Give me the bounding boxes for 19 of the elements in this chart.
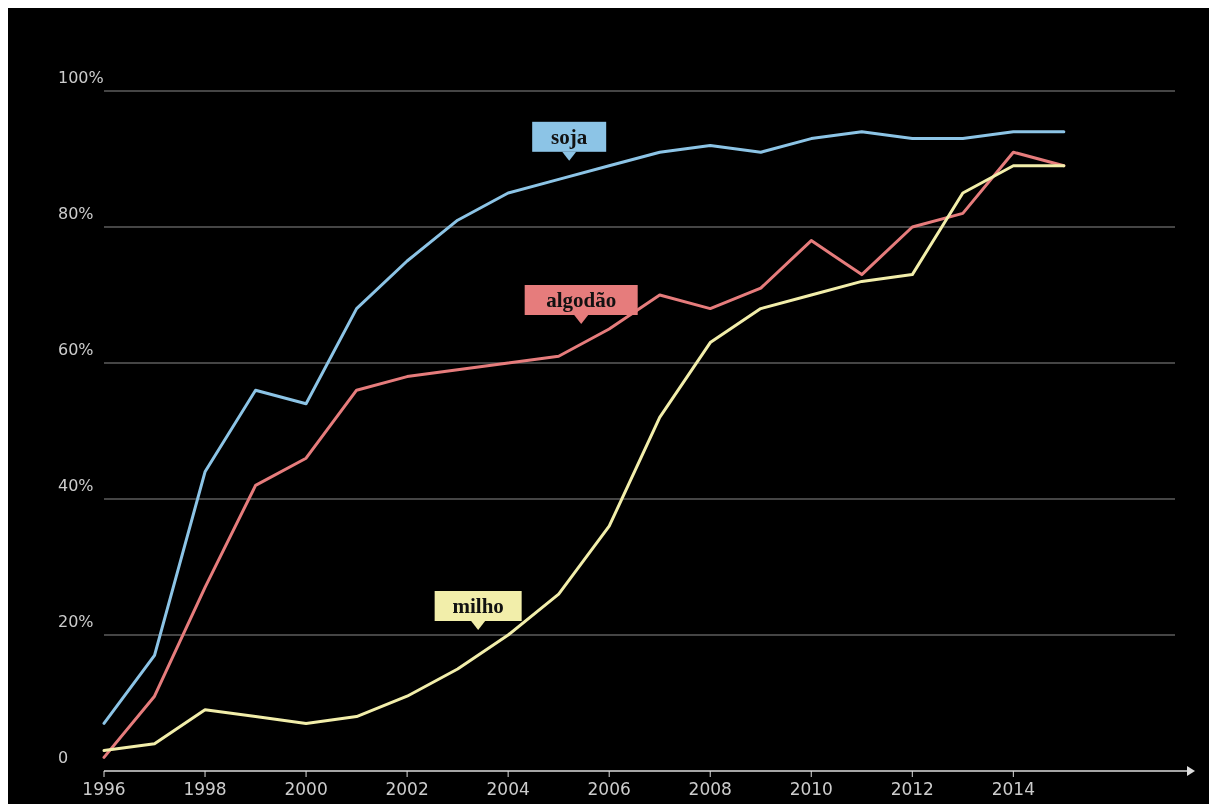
x-tick-label: 2000 (284, 779, 328, 799)
x-tick-label: 2008 (688, 779, 732, 799)
x-tick-label: 2006 (587, 779, 631, 799)
y-tick-label: 40% (58, 476, 94, 495)
y-tick-label: 20% (58, 612, 94, 631)
y-tick-label: 0 (58, 748, 69, 767)
y-tick-label: 80% (58, 204, 94, 223)
series-label: soja (551, 124, 588, 149)
series-label: algodão (546, 288, 617, 312)
y-tick-label: 100% (58, 68, 104, 87)
x-tick-label: 2002 (385, 779, 429, 799)
x-tick-label: 2012 (890, 779, 934, 799)
series-label: milho (452, 594, 504, 618)
x-tick-label: 2014 (991, 779, 1035, 799)
x-tick-label: 2004 (486, 779, 530, 799)
x-tick-label: 2010 (789, 779, 833, 799)
y-tick-label: 60% (58, 340, 94, 359)
x-tick-label: 1996 (82, 779, 126, 799)
x-tick-label: 1998 (183, 779, 227, 799)
